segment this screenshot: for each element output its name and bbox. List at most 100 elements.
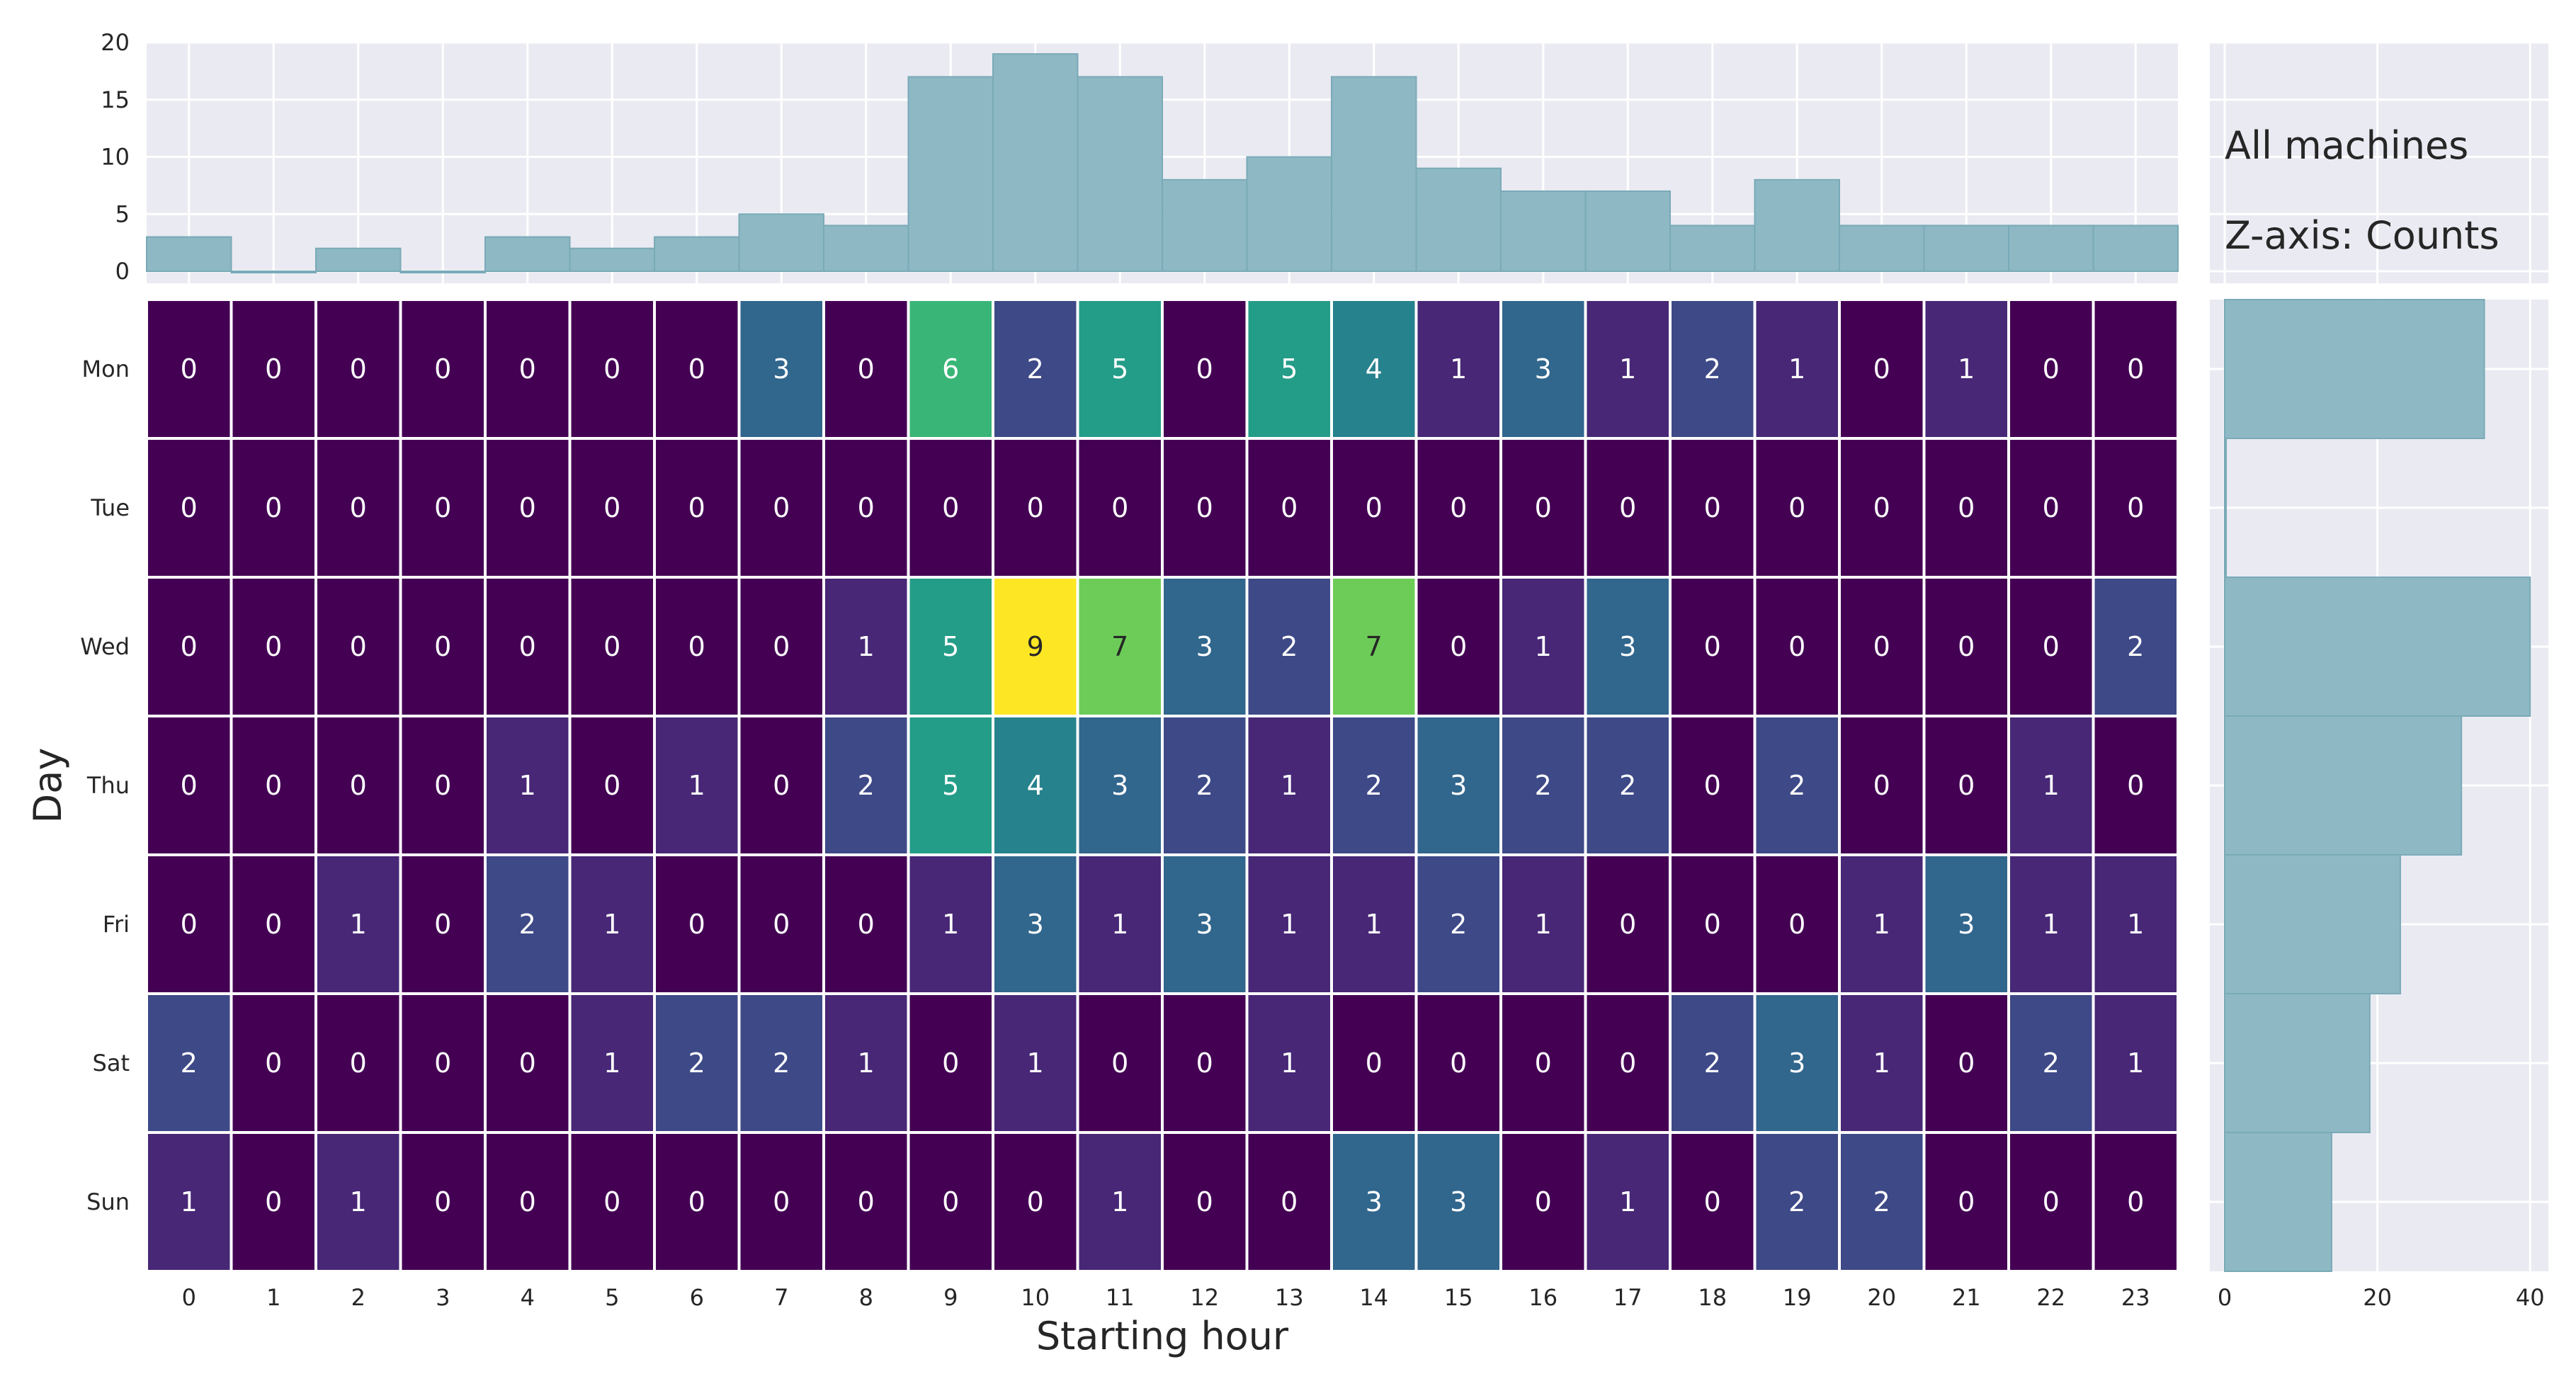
cell-value-label: 2 bbox=[1027, 353, 1044, 385]
heatmap-cell bbox=[568, 715, 656, 856]
cell-value-label: 1 bbox=[603, 1047, 620, 1079]
heatmap-cell bbox=[992, 992, 1079, 1134]
cell-value-label: 2 bbox=[688, 1047, 705, 1079]
y-tick-label: Sun bbox=[86, 1188, 130, 1215]
heatmap-cell bbox=[145, 437, 233, 579]
cell-value-label: 0 bbox=[1873, 770, 1890, 801]
heatmap-cell bbox=[822, 992, 910, 1134]
cell-value-label: 0 bbox=[2043, 1186, 2060, 1217]
heatmap-cell bbox=[737, 576, 825, 717]
cell-value-label: 0 bbox=[434, 1186, 451, 1217]
cell-value-label: 0 bbox=[1873, 353, 1890, 385]
cell-value-label: 2 bbox=[858, 770, 875, 801]
cell-value-label: 1 bbox=[1111, 1186, 1128, 1217]
x-tick-label: 23 bbox=[2121, 1284, 2150, 1311]
cell-value-label: 1 bbox=[858, 1047, 875, 1079]
cell-value-label: 5 bbox=[942, 631, 959, 662]
top-hist-bar bbox=[1669, 225, 1756, 272]
y-tick-label: Mon bbox=[82, 356, 130, 382]
x-tick-label: 15 bbox=[1444, 1284, 1473, 1311]
top-hist-bar bbox=[1077, 76, 1163, 272]
heatmap: 0 0 0 0 0 0 0 3 0 6 2 5 0 5 4 1 3 1 2 1 0 1 0 00 0 0 0 0 0 0 0 0 0 0 0 0 0 0 0… bbox=[25, 298, 2179, 1358]
top-hist-bar bbox=[1754, 178, 1840, 272]
cell-value-label: 0 bbox=[2127, 492, 2144, 523]
cell-value-label: 4 bbox=[1027, 770, 1044, 801]
top-hist-bar bbox=[484, 236, 571, 272]
x-tick-label: 22 bbox=[2036, 1284, 2065, 1311]
right-hist-bar bbox=[2224, 577, 2531, 717]
cell-value-label: 1 bbox=[2043, 909, 2060, 940]
cell-value-label: 0 bbox=[858, 1186, 875, 1217]
cell-value-label: 2 bbox=[1704, 353, 1721, 385]
cell-value-label: 0 bbox=[858, 492, 875, 523]
cell-value-label: 3 bbox=[1196, 909, 1213, 940]
top-histogram: 0 5 10 15 20 bbox=[101, 29, 2179, 285]
cell-value-label: 0 bbox=[519, 492, 536, 523]
cell-value-label: 0 bbox=[1958, 631, 1975, 662]
heatmap-cell bbox=[229, 992, 317, 1134]
cell-value-label: 0 bbox=[1873, 492, 1890, 523]
x-tick-label: 17 bbox=[1613, 1284, 1642, 1311]
cell-value-label: 0 bbox=[1619, 492, 1636, 523]
heatmap-cell bbox=[1161, 437, 1249, 579]
x-tick-label: 16 bbox=[1528, 1284, 1557, 1311]
cell-value-label: 0 bbox=[603, 353, 620, 385]
heatmap-cell bbox=[229, 1131, 317, 1273]
heatmap-cell bbox=[568, 1131, 656, 1273]
cell-value-label: 2 bbox=[1281, 631, 1298, 662]
heatmap-cell bbox=[653, 1131, 741, 1273]
cell-value-label: 1 bbox=[1619, 353, 1636, 385]
cell-value-label: 3 bbox=[1450, 770, 1467, 801]
cell-value-label: 1 bbox=[1450, 353, 1467, 385]
cell-value-label: 0 bbox=[2127, 353, 2144, 385]
heatmap-cell bbox=[145, 1131, 233, 1273]
cell-value-label: 1 bbox=[1366, 909, 1383, 940]
cell-value-label: 1 bbox=[1958, 353, 1975, 385]
right-top-panel-bg bbox=[2210, 42, 2548, 283]
top-hist-bar bbox=[2092, 225, 2179, 272]
cell-value-label: 3 bbox=[1958, 909, 1975, 940]
heatmap-cell bbox=[1838, 992, 1926, 1134]
cell-value-label: 0 bbox=[181, 492, 198, 523]
cell-value-label: 1 bbox=[688, 770, 705, 801]
heatmap-cell bbox=[399, 853, 487, 995]
cell-value-label: 2 bbox=[2043, 1047, 2060, 1079]
heatmap-cell bbox=[1076, 576, 1164, 717]
y-tick-label: Tue bbox=[90, 494, 130, 521]
heatmap-cell bbox=[907, 715, 994, 856]
cell-value-label: 0 bbox=[1196, 1047, 1213, 1079]
heatmap-cell bbox=[229, 437, 317, 579]
cell-value-label: 0 bbox=[1281, 1186, 1298, 1217]
cell-value-label: 2 bbox=[181, 1047, 198, 1079]
x-tick-label: 5 bbox=[605, 1284, 619, 1311]
heatmap-cell bbox=[314, 437, 402, 579]
heatmap-cell bbox=[992, 1131, 1079, 1273]
top-y-tick-label: 5 bbox=[115, 200, 130, 227]
heatmap-cell bbox=[145, 715, 233, 856]
cell-value-label: 1 bbox=[2043, 770, 2060, 801]
cell-value-label: 0 bbox=[1366, 1047, 1383, 1079]
cell-value-label: 1 bbox=[1619, 1186, 1636, 1217]
cell-value-label: 0 bbox=[773, 770, 790, 801]
cell-value-label: 0 bbox=[1619, 1047, 1636, 1079]
heatmap-cell bbox=[1669, 437, 1757, 579]
y-axis-label: Day bbox=[25, 748, 70, 824]
heatmap-cell bbox=[1838, 1131, 1926, 1273]
cell-value-label: 0 bbox=[2127, 770, 2144, 801]
cell-value-label: 0 bbox=[1873, 631, 1890, 662]
right-hist-bar bbox=[2224, 299, 2485, 439]
cell-value-label: 1 bbox=[603, 909, 620, 940]
cell-value-label: 9 bbox=[1027, 631, 1044, 662]
cell-value-label: 2 bbox=[773, 1047, 790, 1079]
cell-value-label: 0 bbox=[1111, 492, 1128, 523]
cell-value-label: 0 bbox=[1535, 1186, 1552, 1217]
heatmap-cell bbox=[1753, 298, 1841, 440]
x-tick-label: 2 bbox=[351, 1284, 365, 1311]
heatmap-cell bbox=[653, 576, 741, 717]
cell-value-label: 0 bbox=[688, 353, 705, 385]
heatmap-cell bbox=[145, 298, 233, 440]
y-tick-label: Thu bbox=[86, 772, 130, 799]
heatmap-cell bbox=[1838, 853, 1926, 995]
cell-value-label: 0 bbox=[1704, 770, 1721, 801]
cell-value-label: 0 bbox=[265, 1186, 282, 1217]
